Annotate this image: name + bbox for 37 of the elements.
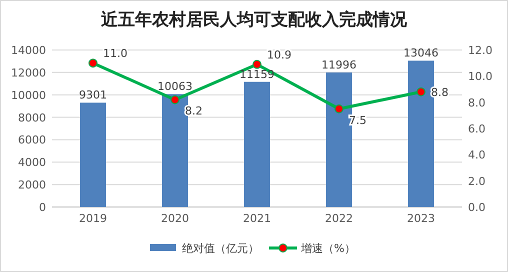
data-label: 10.9 (267, 48, 292, 62)
y2-tick-label: 4.0 (468, 148, 486, 162)
data-label: 13046 (404, 46, 438, 60)
data-label: 11159 (240, 68, 274, 81)
x-tick-label: 2021 (243, 212, 271, 225)
bar (80, 102, 106, 207)
legend-label: 增速（%） (300, 242, 356, 255)
y-tick-label: 0 (39, 201, 46, 214)
y2-tick-label: 12.0 (468, 44, 492, 57)
chart-title: 近五年农村居民人均可支配收入完成情况 (100, 10, 408, 30)
x-tick-label: 2022 (325, 212, 353, 225)
x-tick-label: 2023 (407, 212, 435, 225)
point (88, 58, 98, 68)
y2-tick-label: 6.0 (468, 122, 486, 136)
point (170, 95, 180, 104)
y-tick-label: 2000 (18, 178, 46, 192)
y2-tick-label: 10.0 (468, 70, 492, 84)
legend-label: 绝对值（亿元） (182, 242, 259, 255)
point (334, 104, 344, 114)
data-label: 9301 (79, 88, 107, 102)
point (416, 87, 426, 96)
data-label: 11.0 (103, 47, 128, 60)
y-tick-label: 10000 (11, 88, 46, 102)
bar (244, 82, 270, 207)
x-tick-label: 2020 (161, 212, 189, 225)
y-tick-label: 14000 (11, 44, 46, 57)
data-label: 11996 (322, 58, 356, 72)
y-tick-label: 6000 (18, 134, 46, 147)
data-label: 10063 (158, 80, 192, 94)
y-tick-label: 12000 (11, 66, 46, 80)
y-tick-label: 8000 (18, 111, 46, 124)
y2-tick-label: 2.0 (468, 174, 486, 188)
x-tick-label: 2019 (79, 212, 107, 225)
y2-tick-label: 0.0 (468, 201, 486, 214)
point (252, 60, 262, 69)
y2-tick-label: 8.0 (468, 96, 486, 110)
y-tick-label: 4000 (18, 156, 46, 170)
